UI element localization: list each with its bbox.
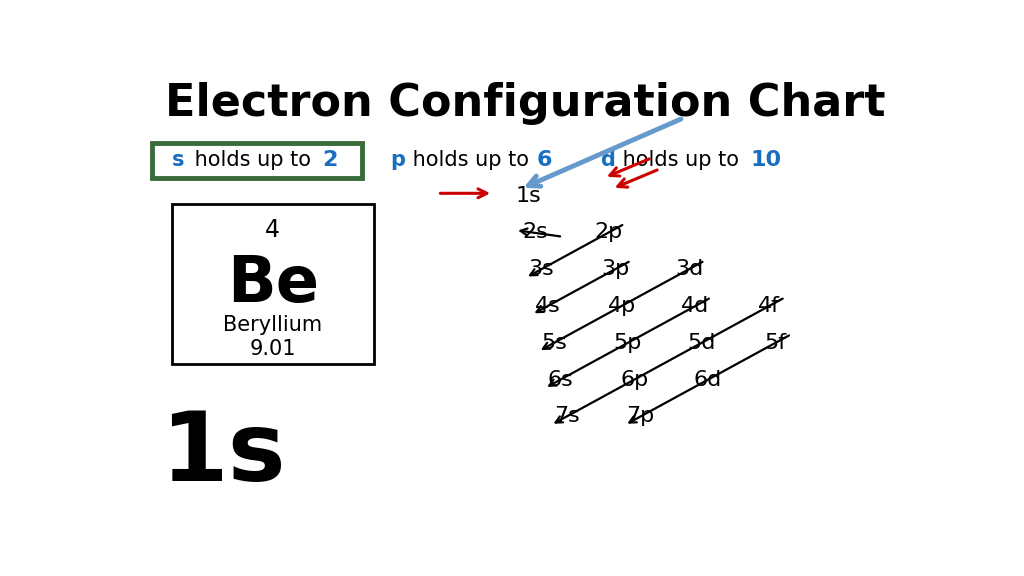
Text: 1s: 1s <box>160 408 286 502</box>
Text: 2p: 2p <box>595 222 623 242</box>
Text: 4s: 4s <box>535 296 561 316</box>
FancyBboxPatch shape <box>172 204 374 364</box>
Text: Be: Be <box>226 253 318 315</box>
Text: d: d <box>600 150 615 170</box>
Text: 5s: 5s <box>542 333 567 353</box>
Text: 1s: 1s <box>516 185 542 206</box>
Text: 10: 10 <box>751 150 782 170</box>
Text: 6s: 6s <box>548 370 573 389</box>
Text: holds up to: holds up to <box>187 150 317 170</box>
Text: 6p: 6p <box>621 370 648 389</box>
Text: 5p: 5p <box>613 333 642 353</box>
Text: 6: 6 <box>537 150 552 170</box>
Text: Electron Configuration Chart: Electron Configuration Chart <box>165 82 885 126</box>
Text: 4f: 4f <box>758 296 780 316</box>
Text: 3p: 3p <box>601 259 630 279</box>
Text: holds up to: holds up to <box>406 150 536 170</box>
Text: 3s: 3s <box>528 259 554 279</box>
Text: 6d: 6d <box>694 370 722 389</box>
Text: 4p: 4p <box>607 296 636 316</box>
Text: 7p: 7p <box>627 407 654 426</box>
Text: 2: 2 <box>323 150 338 170</box>
Text: 3d: 3d <box>675 259 703 279</box>
Text: 4d: 4d <box>681 296 710 316</box>
Text: Beryllium: Beryllium <box>223 316 323 335</box>
Text: 5f: 5f <box>765 333 786 353</box>
Text: 9.01: 9.01 <box>250 339 296 358</box>
Text: 7s: 7s <box>554 407 580 426</box>
Text: 5d: 5d <box>687 333 716 353</box>
Text: 4: 4 <box>265 218 281 242</box>
FancyBboxPatch shape <box>152 143 362 178</box>
Text: 2s: 2s <box>522 222 548 242</box>
Text: s: s <box>172 150 184 170</box>
Text: holds up to: holds up to <box>616 150 745 170</box>
Text: p: p <box>390 150 404 170</box>
